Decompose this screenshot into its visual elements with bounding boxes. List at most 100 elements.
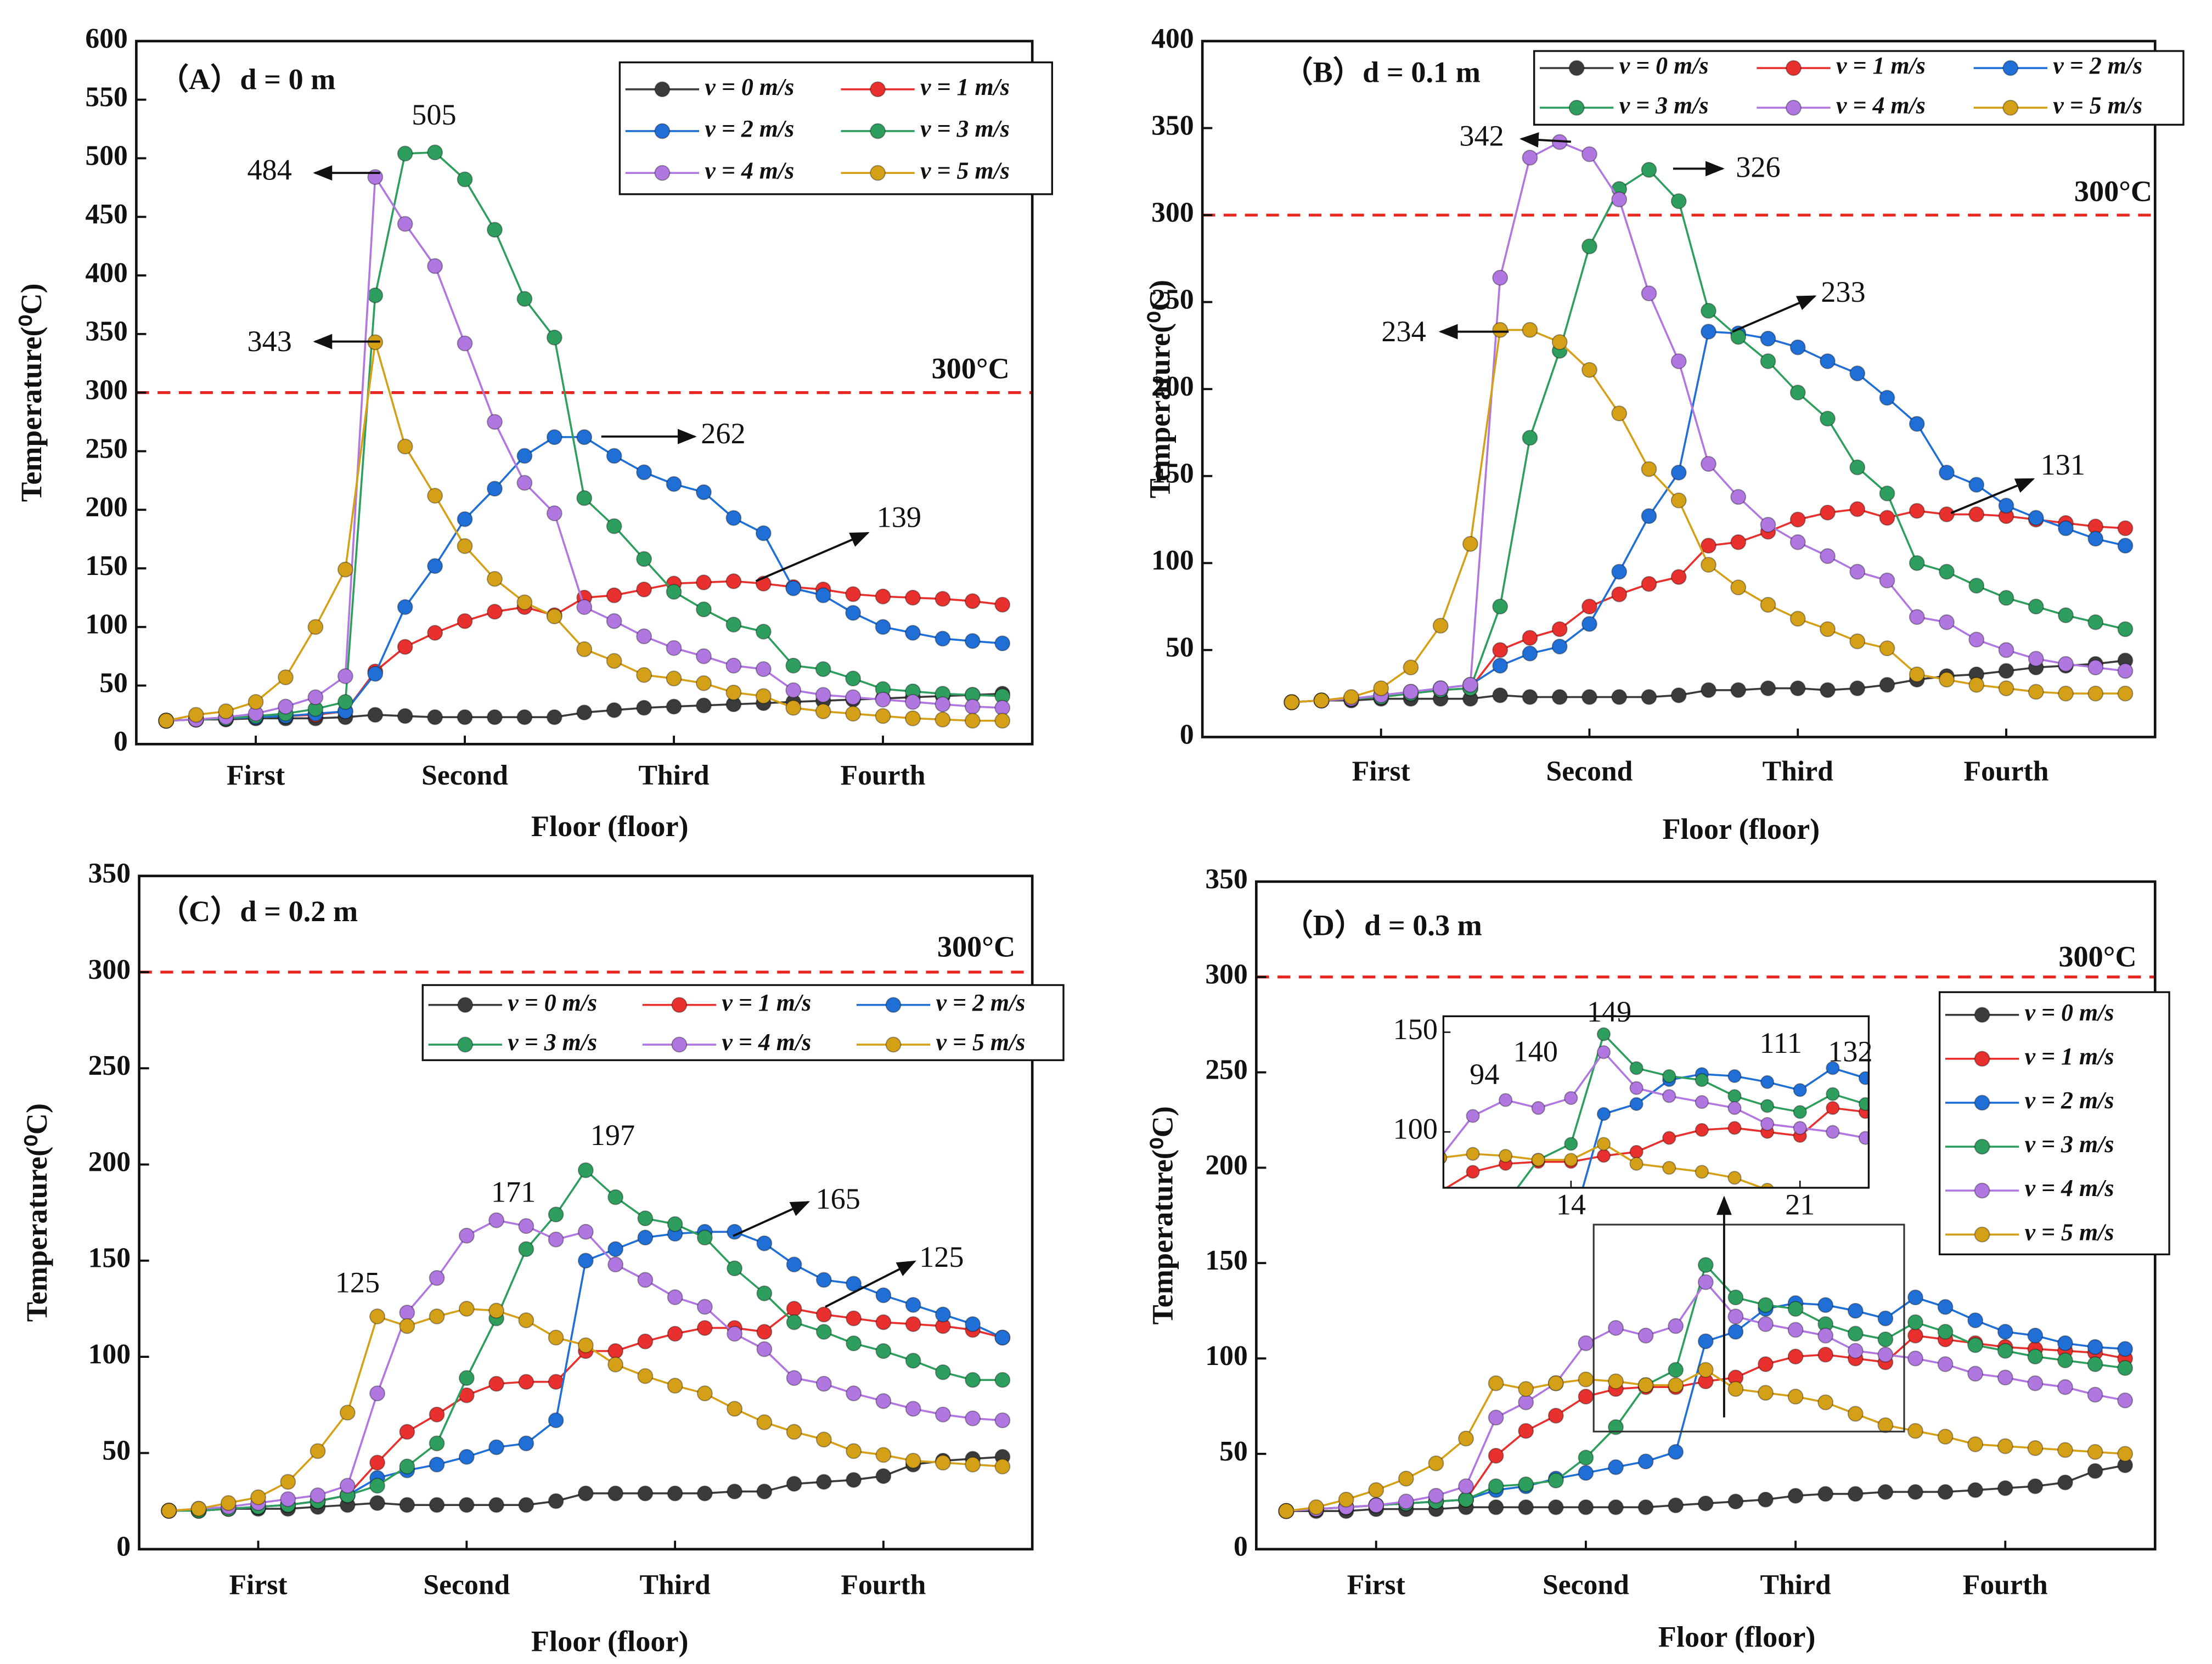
data-point [1849, 563, 1866, 580]
inset-annotation: 132 [1828, 1035, 1872, 1068]
legend-label: v = 0 m/s [705, 74, 794, 100]
data-point [815, 1324, 832, 1340]
data-point [1727, 1493, 1744, 1510]
data-point [1697, 1257, 1714, 1273]
data-point [935, 591, 951, 607]
data-point [1670, 464, 1687, 481]
data-point [815, 587, 831, 603]
data-point [637, 1485, 654, 1502]
data-point [2057, 1335, 2073, 1351]
data-point [2087, 531, 2104, 547]
data-point [1967, 1436, 1984, 1452]
data-point [1849, 633, 1866, 650]
y-tick-label: 200 [1151, 371, 1194, 402]
data-point [1849, 365, 1866, 382]
data-point [727, 1260, 743, 1277]
y-axis-label: Temperature(⁰C) [15, 283, 48, 501]
data-point [1760, 1182, 1774, 1188]
data-point [1564, 1091, 1578, 1105]
data-point [427, 709, 443, 725]
data-point [786, 1476, 802, 1492]
data-point [1789, 339, 1806, 356]
data-point [1428, 1487, 1444, 1504]
legend-marker [671, 997, 688, 1013]
data-point [218, 703, 234, 719]
data-point [725, 657, 742, 674]
data-point [965, 1410, 981, 1426]
data-point [1760, 330, 1776, 347]
data-point [1368, 1497, 1384, 1514]
x-axis-label: Floor (floor) [1663, 813, 1820, 845]
data-point [994, 596, 1011, 613]
legend-marker [870, 123, 886, 139]
data-point [696, 648, 712, 664]
data-point [786, 1314, 802, 1330]
data-point [1817, 1394, 1834, 1411]
data-point [576, 599, 593, 615]
data-point [1997, 1343, 2013, 1359]
data-point [1670, 492, 1687, 509]
data-point [1662, 1069, 1676, 1084]
data-point [1308, 1499, 1325, 1515]
data-point [1727, 1308, 1744, 1325]
data-point [1907, 1484, 1923, 1500]
data-point [1849, 459, 1866, 476]
data-point [815, 1375, 832, 1392]
data-point [1581, 238, 1597, 255]
data-point [1551, 621, 1568, 638]
data-point [1458, 1478, 1474, 1494]
data-point [2028, 510, 2044, 526]
data-point [1637, 1327, 1654, 1344]
data-point [1697, 1495, 1714, 1511]
data-point [309, 1443, 326, 1459]
data-point [577, 1162, 594, 1178]
data-point [548, 1329, 564, 1346]
data-point [756, 1484, 773, 1500]
legend-label: v = 5 m/s [936, 1029, 1025, 1056]
data-point [1997, 1438, 2013, 1454]
data-point [756, 1285, 773, 1301]
legend-marker [1974, 1182, 1990, 1199]
data-point [546, 329, 562, 346]
data-point [2087, 1463, 2103, 1479]
data-point [548, 1412, 564, 1429]
data-point [1518, 1381, 1534, 1397]
data-point [637, 1210, 654, 1227]
data-point [577, 1485, 594, 1502]
legend-label: v = 0 m/s [2025, 1000, 2114, 1026]
data-point [1939, 563, 1955, 580]
panel-title: （C）d = 0.2 m [159, 895, 358, 928]
data-point [696, 574, 712, 591]
data-point [1826, 1061, 1840, 1075]
data-point [1997, 1369, 2013, 1386]
x-axis-label: Floor (floor) [1658, 1621, 1816, 1654]
legend-marker [1974, 1051, 1990, 1067]
data-point [487, 414, 503, 430]
data-point [1879, 640, 1895, 657]
data-point [637, 1368, 654, 1384]
data-point [1343, 689, 1359, 705]
y-tick-label: 350 [88, 858, 131, 889]
data-point [2028, 599, 2044, 615]
data-point [1968, 506, 1985, 522]
data-point [904, 693, 921, 710]
data-point [1758, 1316, 1774, 1332]
data-point [399, 1318, 415, 1334]
data-point [725, 573, 742, 589]
data-point [1581, 616, 1597, 632]
data-point [427, 624, 443, 641]
data-point [1596, 1045, 1611, 1059]
data-point [725, 617, 742, 633]
data-point [1789, 680, 1806, 697]
y-tick-label: 250 [88, 1050, 131, 1081]
legend-label: v = 1 m/s [722, 990, 811, 1016]
annotation: 171 [491, 1175, 536, 1208]
data-point [548, 1493, 564, 1509]
data-point [1611, 563, 1628, 580]
data-point [429, 1497, 445, 1513]
data-point [1879, 510, 1895, 526]
data-point [725, 510, 742, 526]
plot-frame [135, 40, 1034, 746]
